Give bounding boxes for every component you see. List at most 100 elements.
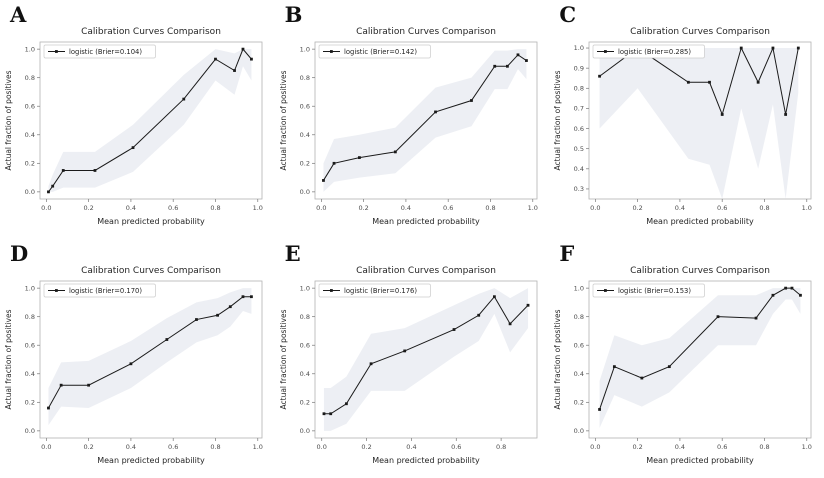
data-point-marker (598, 408, 602, 411)
data-point-marker (59, 383, 63, 387)
data-point-marker (87, 383, 91, 387)
calibration-line (48, 296, 252, 409)
data-point-marker (216, 313, 219, 317)
data-point-marker (797, 46, 801, 50)
x-tick-label: 0.6 (168, 204, 178, 212)
y-tick-label: 0.0 (299, 427, 309, 435)
data-point-marker (47, 190, 50, 194)
calibration-line (48, 48, 252, 193)
data-point-marker (516, 53, 520, 57)
x-tick-label: 1.0 (527, 204, 537, 212)
calibration-chart-c: 0.0 0.2 0.4 0.6 0.8 1.0 0.3 0.4 0.5 0.6 0.7 0.8 0.9 1… (553, 27, 812, 226)
data-point-marker (129, 362, 133, 366)
plot-frame (314, 41, 538, 200)
legend: logistic (Brier=0.176) (318, 283, 431, 298)
data-point-marker (328, 412, 332, 416)
chart-title: Calibration Curves Comparison (356, 266, 496, 276)
legend-box (43, 283, 156, 298)
y-tick-label: 0.2 (299, 399, 309, 407)
data-point-marker (716, 315, 720, 319)
y-tick-label: 0.6 (25, 341, 35, 349)
y-tick-label: 0.8 (25, 74, 35, 82)
legend-box (592, 283, 706, 298)
legend: logistic (Brier=0.285) (592, 44, 706, 59)
data-point-marker (784, 113, 788, 116)
x-tick-label: 0.8 (760, 204, 770, 212)
x-tick-label: 0.8 (760, 443, 770, 451)
data-point-marker (640, 376, 644, 380)
panel-d: D 0.0 0.2 0.4 0.6 0.8 1.0 0.0 0.2 0.4 0.6 0.8 1.0 Ca… (0, 239, 275, 478)
y-tick-label: 1.0 (299, 284, 309, 292)
y-axis-label: Actual fraction of positives (553, 309, 562, 409)
data-point-marker (526, 303, 530, 307)
data-point-marker (492, 64, 496, 68)
x-tick-label: 0.4 (126, 443, 136, 451)
x-tick-label: 0.2 (361, 443, 371, 451)
y-tick-label: 0.4 (299, 131, 309, 139)
data-point-marker (131, 146, 135, 150)
data-point-marker (524, 59, 528, 62)
data-point-marker (357, 156, 361, 160)
data-point-marker (784, 286, 788, 290)
legend-marker-icon (55, 289, 58, 292)
x-tick-label: 1.0 (802, 204, 812, 212)
data-point-marker (771, 293, 775, 297)
data-point-marker (668, 365, 672, 369)
data-point-marker (182, 97, 186, 101)
panel-label-a: A (10, 2, 27, 27)
x-tick-label: 0.0 (316, 443, 326, 451)
x-tick-label: 0.8 (496, 443, 506, 451)
confidence-band (323, 49, 527, 192)
data-point-marker (476, 313, 480, 317)
calibration-chart-b: 0.0 0.2 0.4 0.6 0.8 1.0 0.0 0.2 0.4 0.6 0.8 1.0 Cali… (279, 27, 538, 226)
x-tick-label: 0.6 (717, 443, 727, 451)
data-point-marker (492, 295, 496, 299)
data-point-marker (708, 80, 712, 84)
confidence-band (323, 288, 528, 431)
y-tick-label: 0.4 (574, 165, 584, 173)
legend-label: logistic (Brier=0.170) (69, 287, 142, 295)
y-tick-label: 0.2 (25, 160, 35, 168)
data-point-marker (369, 362, 373, 366)
data-point-marker (393, 150, 397, 154)
x-tick-label: 0.0 (41, 443, 51, 451)
x-tick-label: 0.4 (406, 443, 416, 451)
y-tick-label: 0.4 (299, 370, 309, 378)
chart-title: Calibration Curves Comparison (81, 266, 221, 276)
legend-label: logistic (Brier=0.153) (618, 287, 691, 295)
y-tick-label: 0.4 (25, 131, 35, 139)
y-tick-label: 1.0 (25, 284, 35, 292)
x-tick-label: 0.2 (633, 443, 643, 451)
y-tick-label: 0.6 (574, 125, 584, 133)
data-point-marker (799, 293, 803, 297)
legend-box (318, 44, 431, 59)
x-tick-label: 0.0 (41, 204, 51, 212)
x-axis-label: Mean predicted probability (647, 217, 755, 226)
x-tick-label: 1.0 (253, 204, 263, 212)
data-point-marker (332, 161, 336, 165)
chart-title: Calibration Curves Comparison (630, 266, 770, 276)
data-point-marker (241, 295, 245, 299)
y-tick-label: 0.3 (574, 185, 584, 193)
y-axis-label: Actual fraction of positives (553, 70, 562, 170)
legend-label: logistic (Brier=0.104) (69, 48, 142, 56)
panel-label-f: F (559, 241, 575, 266)
data-point-marker (505, 64, 509, 68)
x-tick-label: 0.4 (675, 443, 685, 451)
legend: logistic (Brier=0.142) (318, 44, 431, 59)
y-tick-label: 0.4 (574, 370, 584, 378)
confidence-band (48, 49, 252, 192)
x-axis-label: Mean predicted probability (97, 456, 205, 465)
y-tick-label: 0.0 (25, 427, 35, 435)
data-point-marker (228, 305, 232, 309)
x-tick-label: 0.4 (126, 204, 136, 212)
plot-frame (314, 280, 538, 439)
panel-b: B 0.0 0.2 0.4 0.6 0.8 1.0 0.0 0.2 0.4 0.6 0.8 1.0 Ca… (275, 0, 550, 239)
x-tick-label: 0.2 (83, 443, 93, 451)
legend-marker-icon (329, 50, 333, 53)
legend: logistic (Brier=0.153) (592, 283, 706, 298)
y-axis-label: Actual fraction of positives (279, 70, 288, 170)
calibration-line (323, 295, 529, 415)
y-tick-label: 1.0 (574, 284, 584, 292)
